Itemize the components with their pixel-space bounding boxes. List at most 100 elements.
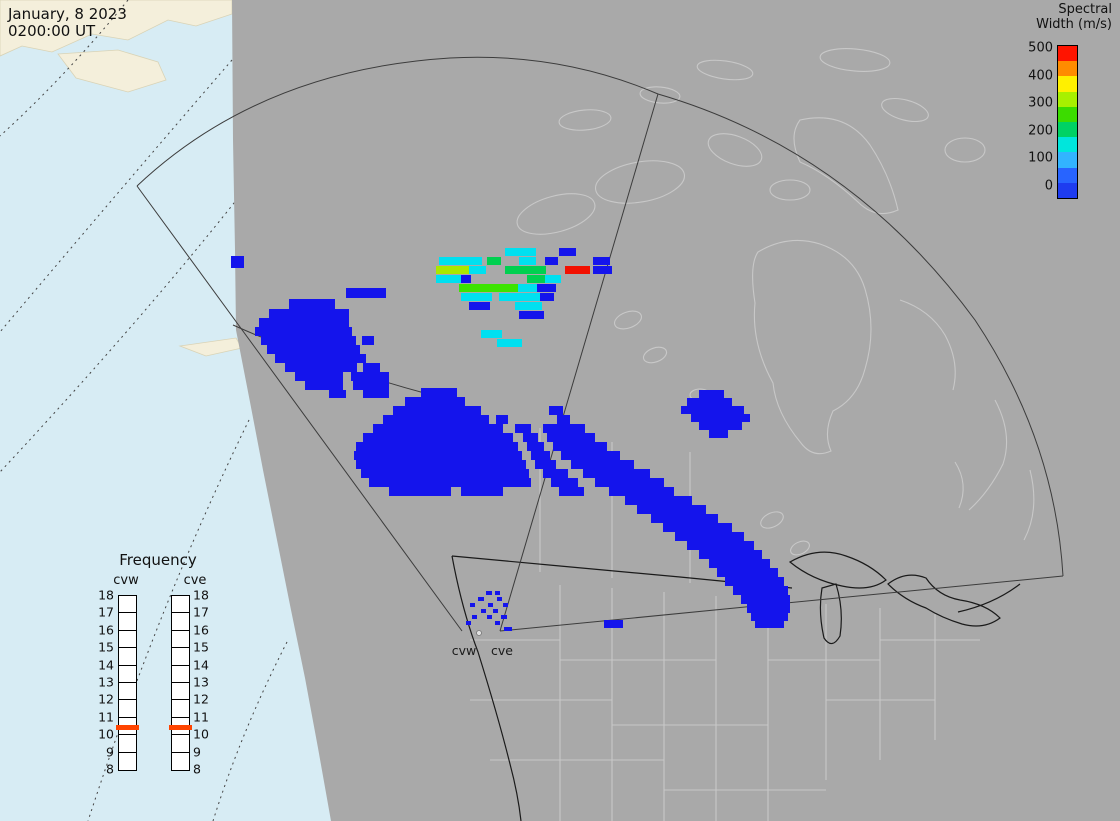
radar-echo-pixel [329, 390, 346, 398]
radar-echo-pixel [527, 442, 544, 451]
island-outline [639, 86, 681, 104]
frequency-scale-number: 18 [193, 587, 209, 603]
radar-echo-pixel [545, 257, 558, 265]
frequency-ladder-cell [172, 631, 189, 649]
frequency-scale-number: 11 [98, 709, 114, 725]
radar-echo-pixel [637, 505, 706, 514]
east-coast-outline [968, 399, 1008, 511]
radar-echo-pixel [496, 415, 508, 424]
frequency-ladder-cell [119, 753, 136, 770]
radar-echo-pixel [495, 591, 500, 595]
cream-landmass-blob [57, 49, 167, 93]
radar-echo-pixel [725, 577, 784, 586]
radar-echo-pixel [503, 603, 508, 607]
graticule-line [87, 419, 250, 821]
radar-echo-pixel [461, 275, 471, 283]
radar-echo-pixel [383, 415, 489, 424]
radar-echo-pixel [537, 284, 556, 292]
radar-echo-pixel [691, 414, 750, 422]
frequency-ladder-cell [172, 718, 189, 736]
radar-echo-pixel [469, 266, 486, 274]
frequency-scale-number: 9 [106, 744, 114, 760]
frequency-ladder-cell [172, 683, 189, 701]
radar-echo-pixel [565, 266, 590, 274]
radar-echo-pixel [519, 257, 536, 265]
island-outline [793, 117, 899, 215]
frequency-scale-number: 8 [193, 761, 201, 777]
fov-outer-arc-east [657, 93, 1064, 577]
frequency-ladder-cell [119, 666, 136, 683]
frequency-scale-number: 14 [98, 657, 114, 673]
radar-echo-pixel [709, 559, 770, 568]
radar-echo-pixel [275, 354, 366, 363]
radar-echo-pixel [346, 288, 386, 298]
radar-echo-pixel [571, 460, 634, 469]
radar-echo-pixel [481, 330, 502, 338]
frequency-scale-number: 12 [193, 691, 209, 707]
radar-echo-pixel [733, 586, 788, 595]
radar-echo-pixel [741, 595, 790, 604]
colorbar-tick-label: 200 [1028, 123, 1053, 138]
radar-echo-pixel [755, 620, 784, 628]
radar-echo-pixel [559, 248, 576, 256]
radar-echo-pixel [593, 257, 610, 265]
radar-echo-pixel [699, 390, 724, 398]
frequency-ladder-cell [172, 648, 189, 666]
frequency-ladder-cell [172, 753, 189, 770]
radar-echo-pixel [363, 363, 380, 372]
colorbar-band [1058, 76, 1077, 92]
radar-echo-pixel [593, 266, 612, 274]
cream-landmass-main [0, 0, 233, 57]
island-outline [819, 48, 891, 72]
radar-echo-pixel [439, 257, 482, 265]
radar-echo-pixel [461, 293, 492, 301]
radar-echo-pixel [523, 433, 538, 442]
fov-outer-arc-west [136, 56, 659, 187]
colorbar-band [1058, 91, 1077, 107]
frequency-ladder-cell [172, 700, 189, 718]
radar-echo-pixel [470, 603, 475, 607]
colorbar-band [1058, 122, 1077, 138]
landmass [232, 0, 1120, 821]
frequency-ladder-label-cvw: cvw [113, 573, 139, 588]
time-label: 0200:00 UT [8, 22, 96, 40]
radar-echo-pixel [543, 469, 568, 478]
radar-echo-pixel [557, 415, 570, 424]
radar-echo-pixel [255, 327, 352, 336]
lake-outline [642, 346, 668, 364]
radar-echo-pixel [369, 478, 531, 487]
cream-landmass [0, 0, 243, 357]
frequency-scale-number: 10 [193, 726, 209, 742]
island-outline [881, 97, 929, 123]
radar-echo-pixel [499, 293, 540, 301]
radar-echo-pixel [363, 390, 389, 398]
radar-echo-pixel [543, 424, 585, 433]
frequency-ladder-cvw [118, 595, 137, 771]
radar-echo-pixel [531, 451, 550, 460]
colorbar-band [1058, 137, 1077, 153]
frequency-scale-number: 17 [193, 604, 209, 620]
radar-echo-pixel [663, 523, 732, 532]
colorbar-band [1058, 46, 1077, 62]
radar-echo-pixel [497, 339, 522, 347]
island-outline [707, 133, 763, 167]
lakes-huron-erie-ontario [887, 574, 1001, 627]
radar-site-marker [476, 630, 482, 636]
radar-echo-pixel [747, 604, 790, 613]
frequency-ladder-cell [119, 631, 136, 649]
frequency-ladder-cell [172, 735, 189, 753]
radar-echo-pixel [289, 299, 335, 309]
radar-echo-pixel [527, 275, 545, 283]
island-outline [516, 193, 596, 235]
lake-outline [790, 540, 810, 556]
border-east-of-lakes [957, 583, 1021, 613]
lake-michigan [819, 583, 842, 645]
radar-echo-pixel [269, 309, 349, 318]
frequency-ladder-cell [119, 683, 136, 701]
frequency-ladder-cve [171, 595, 190, 771]
colorbar-tick-label: 100 [1028, 150, 1053, 166]
radar-echo-pixel [405, 397, 465, 406]
radar-echo-pixel [354, 451, 522, 460]
radar-echo-pixel [515, 302, 542, 310]
radar-echo-pixel [481, 609, 486, 613]
